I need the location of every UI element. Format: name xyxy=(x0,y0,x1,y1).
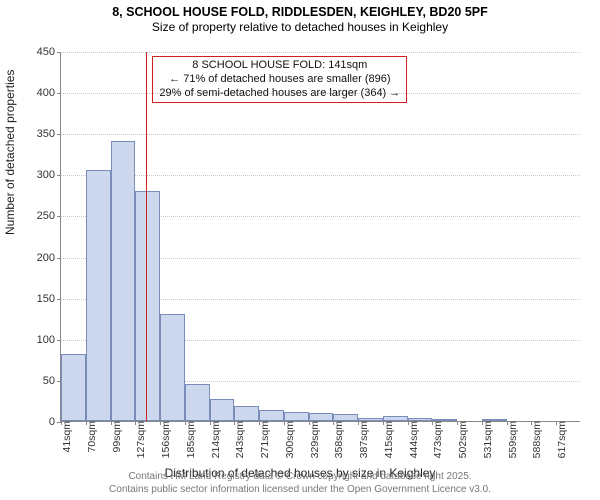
y-tick-label: 200 xyxy=(37,252,61,264)
property-callout: 8 SCHOOL HOUSE FOLD: 141sqm← 71% of deta… xyxy=(152,56,407,103)
histogram-bar xyxy=(86,170,111,421)
callout-line-3: 29% of semi-detached houses are larger (… xyxy=(159,87,400,101)
histogram-bar xyxy=(111,141,136,421)
footer-line-2b: Contains public sector information licen… xyxy=(109,484,491,495)
footer-line-1b: Contains HM Land Registry data © Crown c… xyxy=(128,471,471,482)
histogram-bar xyxy=(210,399,235,421)
histogram-bar xyxy=(135,191,160,421)
y-tick-label: 250 xyxy=(37,210,61,222)
y-tick-label: 300 xyxy=(37,169,61,181)
plot-region: 05010015020025030035040045041sqm70sqm99s… xyxy=(60,52,580,422)
y-tick-label: 100 xyxy=(37,334,61,346)
y-tick-label: 150 xyxy=(37,293,61,305)
histogram-bar xyxy=(61,354,86,421)
gridline xyxy=(61,134,580,135)
footer-attribution-visible: Contains HM Land Registry data © Crown c… xyxy=(0,471,600,496)
chart-area: 05010015020025030035040045041sqm70sqm99s… xyxy=(60,52,580,422)
x-tick-label: 185sqm xyxy=(179,421,197,458)
gridline xyxy=(61,52,580,53)
x-tick-label: 41sqm xyxy=(55,421,73,453)
x-tick-label: 329sqm xyxy=(303,421,321,458)
chart-title-block: 8, SCHOOL HOUSE FOLD, RIDDLESDEN, KEIGHL… xyxy=(0,0,600,36)
y-tick-label: 450 xyxy=(37,46,61,58)
x-tick-label: 531sqm xyxy=(476,421,494,458)
x-tick-label: 617sqm xyxy=(550,421,568,458)
x-tick-label: 444sqm xyxy=(402,421,420,458)
callout-line-2: ← 71% of detached houses are smaller (89… xyxy=(159,73,400,87)
histogram-bar xyxy=(160,314,185,421)
x-tick-label: 127sqm xyxy=(129,421,147,458)
histogram-bar xyxy=(309,413,334,421)
x-tick-label: 502sqm xyxy=(451,421,469,458)
x-tick-label: 271sqm xyxy=(253,421,271,458)
x-tick-label: 99sqm xyxy=(105,421,123,453)
histogram-bar xyxy=(234,406,259,421)
x-tick-label: 415sqm xyxy=(377,421,395,458)
gridline xyxy=(61,175,580,176)
x-tick-label: 243sqm xyxy=(228,421,246,458)
x-tick-label: 214sqm xyxy=(204,421,222,458)
histogram-bar xyxy=(185,384,210,421)
x-tick-label: 358sqm xyxy=(327,421,345,458)
y-tick-label: 350 xyxy=(37,128,61,140)
x-tick-label: 156sqm xyxy=(154,421,172,458)
x-tick-label: 387sqm xyxy=(352,421,370,458)
property-marker-line xyxy=(146,52,147,421)
x-tick-label: 300sqm xyxy=(278,421,296,458)
x-tick-label: 70sqm xyxy=(80,421,98,453)
title-line-2: Size of property relative to detached ho… xyxy=(0,20,600,36)
histogram-bar xyxy=(259,410,284,421)
y-axis-label: Number of detached properties xyxy=(3,70,17,235)
x-tick-label: 559sqm xyxy=(501,421,519,458)
x-tick-label: 588sqm xyxy=(525,421,543,458)
callout-line-1: 8 SCHOOL HOUSE FOLD: 141sqm xyxy=(159,59,400,73)
histogram-bar xyxy=(284,412,309,421)
y-tick-label: 50 xyxy=(43,375,61,387)
y-tick-label: 400 xyxy=(37,87,61,99)
x-tick-label: 473sqm xyxy=(426,421,444,458)
title-line-1: 8, SCHOOL HOUSE FOLD, RIDDLESDEN, KEIGHL… xyxy=(0,4,600,20)
